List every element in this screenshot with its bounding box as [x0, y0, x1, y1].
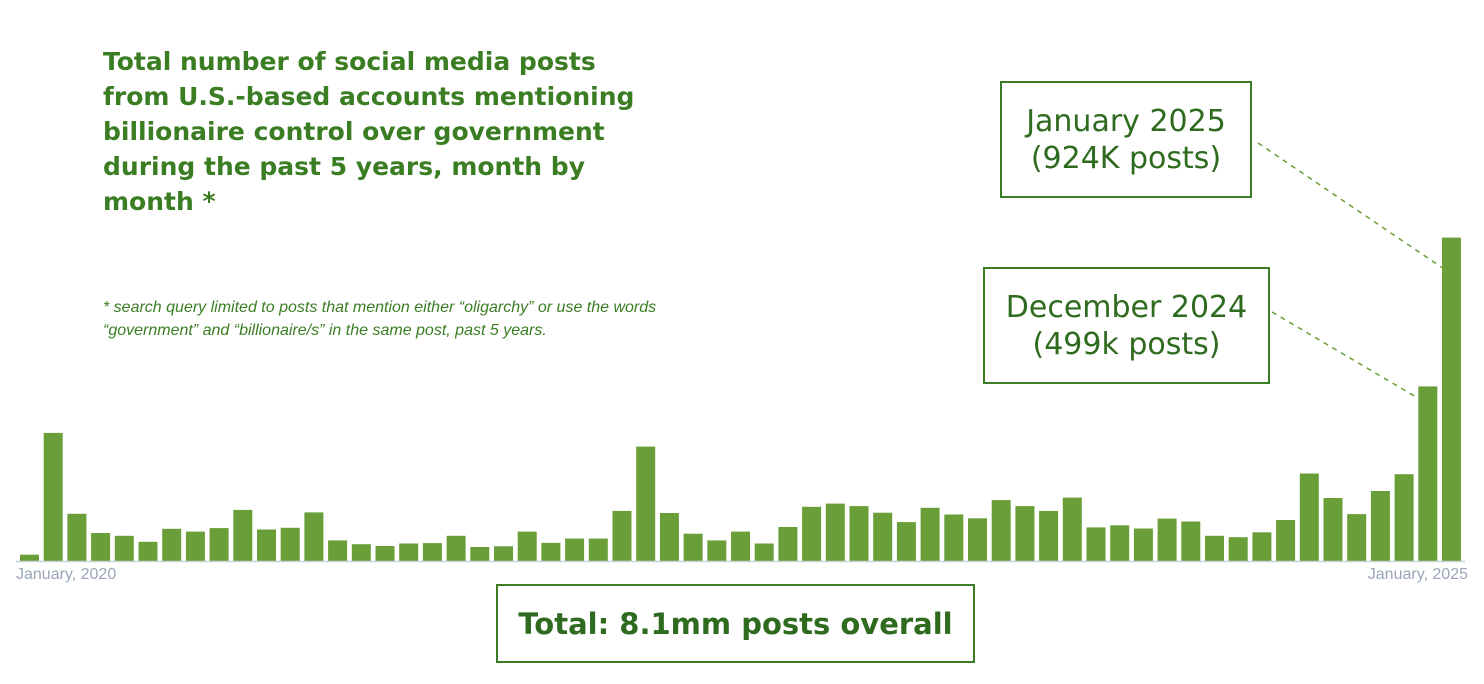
bar-2023-11 [1110, 525, 1130, 561]
jan-2025-leader-line [1257, 142, 1443, 269]
bar-2020-06 [138, 541, 158, 562]
bar-2024-04 [1228, 537, 1248, 561]
bar-2020-02 [43, 432, 63, 561]
bar-2022-07 [731, 531, 750, 561]
bar-2022-05 [683, 533, 703, 561]
bar-2024-09 [1347, 514, 1367, 561]
x-tick-label-last: January, 2025 [1368, 566, 1468, 583]
bar-2022-09 [778, 527, 798, 561]
bar-2024-11 [1394, 474, 1414, 561]
bar-2021-11 [541, 542, 561, 561]
bar-2022-03 [636, 446, 656, 562]
bar-2021-02 [328, 540, 348, 561]
bars-group [20, 237, 1461, 562]
bar-2025-01 [1442, 237, 1461, 561]
dec-2024-callout-month: December 2024 [1005, 289, 1248, 325]
bar-2023-09 [1062, 497, 1082, 561]
bar-2023-12 [1133, 528, 1153, 561]
bar-2024-02 [1181, 521, 1201, 561]
bar-2024-12 [1418, 386, 1438, 562]
bar-2023-02 [896, 522, 916, 561]
bar-2024-03 [1205, 535, 1224, 561]
jan-2025-callout-count: (924K posts) [1030, 140, 1222, 176]
bar-2020-12 [280, 527, 300, 562]
bar-2022-02 [612, 510, 632, 561]
bar-2021-09 [494, 546, 513, 561]
bar-2023-06 [991, 500, 1011, 561]
bar-2021-03 [351, 544, 371, 561]
bar-2024-07 [1299, 473, 1319, 561]
jan-2025-callout: January 2025 (924K posts) [1000, 81, 1252, 198]
bar-2021-12 [565, 538, 585, 561]
bar-2021-06 [422, 543, 442, 561]
bar-2021-08 [470, 547, 490, 561]
bar-2023-05 [968, 518, 987, 561]
bar-2023-10 [1086, 527, 1106, 561]
bar-2023-04 [944, 514, 964, 561]
jan-2025-callout-month: January 2025 [1026, 103, 1226, 139]
bar-2024-06 [1276, 520, 1296, 561]
dec-2024-callout-count: (499k posts) [1032, 326, 1221, 362]
dec-2024-leader-line [1271, 311, 1419, 399]
bar-2021-01 [304, 512, 324, 561]
bar-2020-08 [185, 531, 205, 561]
bar-2022-11 [825, 503, 845, 561]
bar-2023-03 [920, 507, 940, 561]
bar-2024-01 [1157, 518, 1177, 561]
bar-2023-07 [1015, 506, 1035, 562]
bar-2021-10 [517, 531, 537, 561]
bar-2021-07 [446, 535, 466, 561]
bar-2020-04 [91, 533, 111, 561]
bar-2022-12 [849, 506, 869, 562]
bar-2020-03 [67, 513, 87, 562]
search-query-footnote: * search query limited to posts that men… [103, 299, 657, 339]
bar-2021-04 [375, 546, 395, 562]
dec-2024-callout: December 2024 (499k posts) [983, 267, 1270, 384]
total-posts-box: Total: 8.1mm posts overall [496, 584, 975, 663]
bar-2021-05 [399, 543, 419, 561]
chart-title: Total number of social media posts from … [103, 47, 635, 216]
bar-2022-08 [754, 543, 774, 561]
bar-2020-05 [114, 535, 134, 561]
bar-2024-05 [1252, 532, 1272, 561]
bar-2022-10 [802, 506, 822, 562]
x-tick-label-first: January, 2020 [16, 566, 116, 583]
bar-2023-08 [1039, 510, 1059, 561]
bar-2022-04 [659, 513, 679, 561]
bar-2022-01 [588, 538, 608, 561]
bar-2020-11 [257, 529, 276, 561]
bar-2022-06 [707, 540, 727, 561]
bar-2020-07 [162, 528, 182, 561]
bar-2023-01 [873, 512, 893, 561]
bar-2020-09 [209, 528, 229, 561]
bar-2020-01 [20, 554, 39, 561]
bar-2020-10 [233, 509, 253, 561]
bar-2024-08 [1323, 498, 1343, 561]
bar-2024-10 [1370, 491, 1390, 561]
